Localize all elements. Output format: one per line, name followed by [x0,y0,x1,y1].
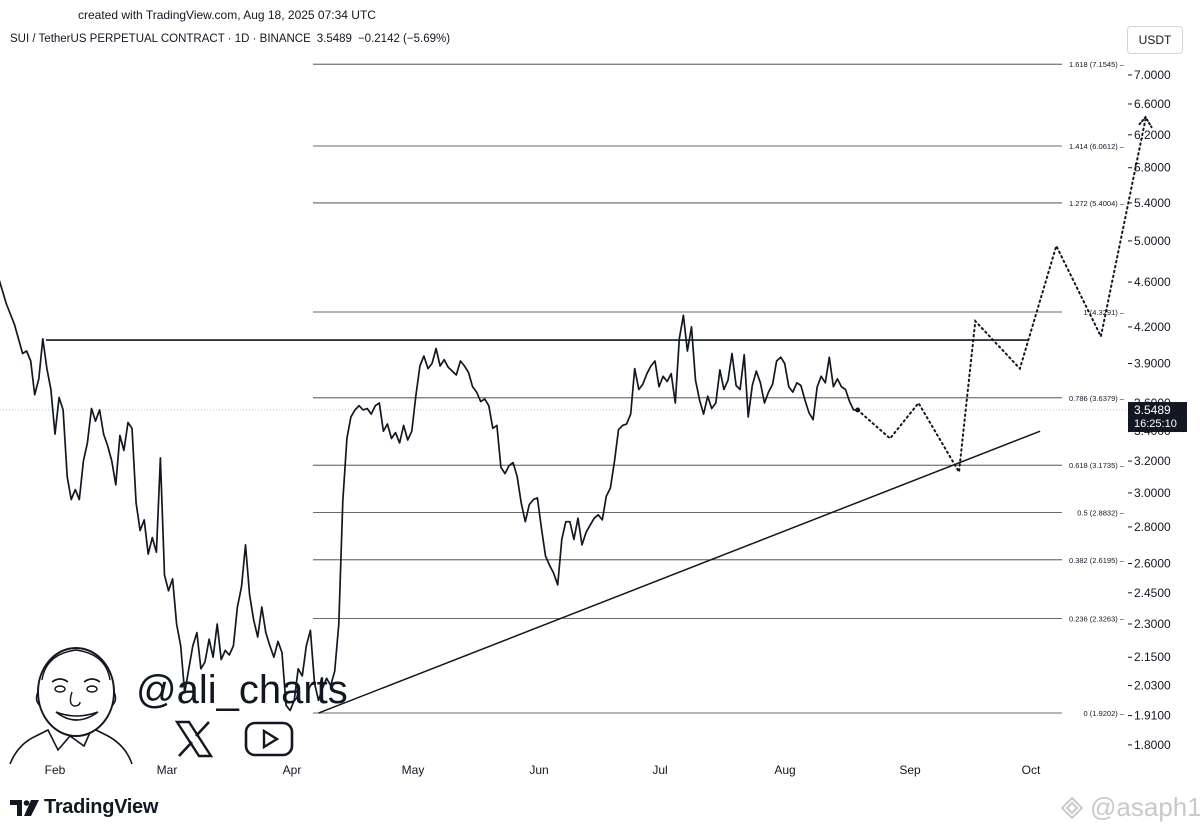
last-price: 3.5489 [316,33,352,45]
fib-label-7: 0.382 (2.6195) – [1069,556,1125,565]
price-tick-16: 2.3000 [1134,617,1171,631]
created-stamp: created with TradingView.com, Aug 18, 20… [78,8,376,22]
symbol-title: SUI / TetherUS PERPETUAL CONTRACT · 1D ·… [10,33,311,45]
fib-label-5: 0.618 (3.1735) – [1069,461,1125,470]
fib-label-9: 0 (1.9202) – [1084,709,1125,718]
tradingview-wordmark: TradingView [44,796,159,818]
watermark-logo-icon [1060,796,1084,819]
time-tick-1: Mar [157,763,178,777]
price-lines [0,115,1153,714]
time-tick-5: Jul [652,763,667,777]
avatar-illustration [8,640,138,770]
author-handle: @ali_charts [136,668,348,712]
price-tick-6: 4.6000 [1134,275,1171,289]
price-tick-1: 6.6000 [1134,97,1171,111]
watermark-text: @asaph1 [1090,792,1200,822]
price-tick-0: 7.0000 [1134,68,1171,82]
tradingview-logo[interactable]: TradingView [10,796,158,819]
fib-label-2: 1.272 (5.4004) – [1069,199,1125,208]
price-tick-17: 2.1500 [1134,650,1171,664]
fib-label-8: 0.236 (2.3263) – [1069,614,1125,623]
time-tick-4: Jun [529,763,548,777]
price-tick-19: 1.9100 [1134,709,1171,723]
price-tick-4: 5.4000 [1134,196,1171,210]
fib-label-0: 1.618 (7.1545) – [1069,60,1125,69]
price-tick-13: 2.8000 [1134,520,1171,534]
support-trendline [318,430,1041,714]
tradingview-logo-icon [10,799,39,816]
fib-label-3: 1 (4.3291) – [1084,308,1125,317]
price-tick-5: 5.0000 [1134,234,1171,248]
price-tick-3: 5.8000 [1134,161,1171,175]
price-line [0,279,858,712]
youtube-play-icon[interactable] [244,720,294,758]
candle-countdown: 16:25:10 [1134,418,1177,430]
time-tick-0: Feb [45,763,66,777]
fib-label-6: 0.5 (2.8832) – [1077,508,1125,517]
last-price-badge [1128,402,1187,433]
currency-button[interactable]: USDT [1127,26,1183,54]
fib-label-1: 1.414 (6.0612) – [1069,142,1125,151]
watermark: @asaph1 [1060,792,1200,823]
price-tick-20: 1.8000 [1134,738,1171,752]
price-tick-15: 2.4500 [1134,586,1171,600]
social-links [174,720,294,758]
time-tick-7: Sep [899,763,921,777]
fib-levels: 1.618 (7.1545) – 1.414 (6.0612) – 1.272 (5… [313,60,1125,718]
price-tick-14: 2.6000 [1134,556,1171,570]
price-tick-8: 3.9000 [1134,356,1171,370]
price-tick-7: 4.2000 [1134,320,1171,334]
fib-label-4: 0.786 (3.6379) – [1069,394,1125,403]
symbol-legend[interactable]: SUI / TetherUS PERPETUAL CONTRACT · 1D ·… [10,33,456,45]
projection-arrowhead [1138,115,1153,129]
time-axis[interactable]: Feb Mar Apr May Jun Jul Aug Sep Oct [45,763,1041,777]
time-tick-3: May [402,763,425,777]
price-change: −0.2142 (−5.69%) [357,33,451,45]
x-logo-icon[interactable] [174,720,214,758]
last-price-value: 3.5489 [1134,403,1171,417]
projection-path [856,118,1147,476]
price-tick-18: 2.0300 [1134,679,1171,693]
time-tick-8: Oct [1022,763,1041,777]
time-tick-6: Aug [774,763,795,777]
price-tick-11: 3.2000 [1134,454,1171,468]
price-tick-12: 3.0000 [1134,486,1171,500]
time-tick-2: Apr [283,763,302,777]
price-tick-2: 6.2000 [1134,128,1171,142]
